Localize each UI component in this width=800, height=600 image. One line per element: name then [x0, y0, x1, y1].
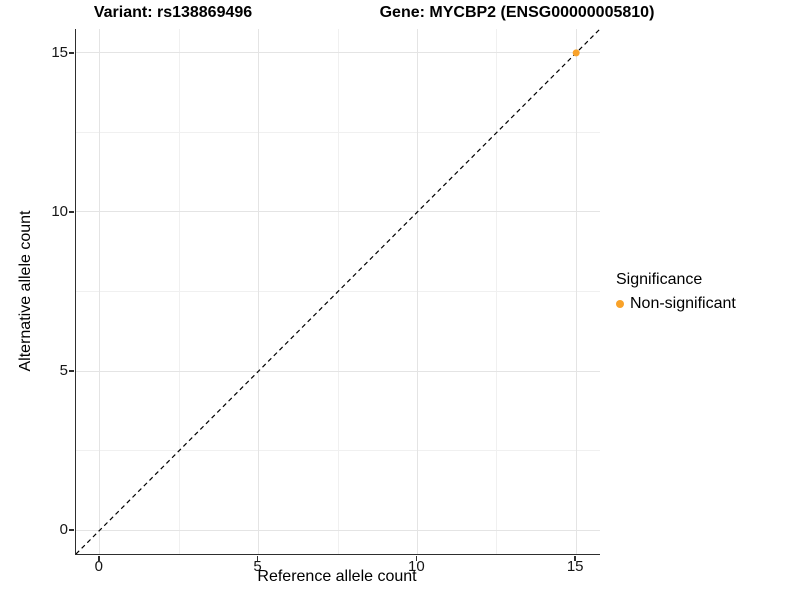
gridline-major-y	[76, 529, 600, 531]
y-tick-mark	[68, 370, 74, 372]
x-tick-label: 10	[408, 558, 425, 575]
x-axis-label: Reference allele count	[257, 568, 417, 585]
plot-title-gene: Gene: MYCBP2 (ENSG00000005810)	[379, 4, 655, 21]
y-tick-mark	[68, 211, 74, 213]
gridline-major-x	[575, 29, 577, 554]
gridline-major-x	[258, 29, 260, 554]
y-axis-label: Alternative allele count	[17, 210, 34, 372]
x-tick-mark	[256, 555, 259, 561]
legend-swatch-icon	[616, 300, 624, 308]
gridline-major-x	[99, 29, 101, 554]
x-tick-label: 5	[253, 558, 262, 575]
x-tick-mark	[574, 555, 576, 561]
data-point	[572, 49, 580, 57]
gridline-major-y	[76, 211, 600, 213]
gridline-major-y	[76, 52, 600, 54]
plot-geometry-layer	[76, 29, 600, 554]
gridline-minor-y	[76, 131, 600, 133]
y-tick-mark	[68, 52, 74, 54]
plot-title-variant: Variant: rs138869496	[93, 4, 253, 21]
legend-item-label: Non-significant	[630, 295, 736, 312]
y-tick-label: 0	[59, 521, 68, 539]
data-points-layer	[572, 49, 580, 57]
y-tick-label: 15	[51, 43, 68, 61]
legend-items: Non-significant	[616, 295, 736, 313]
x-tick-mark	[98, 555, 100, 561]
plot-panel	[75, 29, 600, 555]
x-tick-mark	[415, 555, 418, 561]
x-tick-label: 15	[566, 558, 584, 575]
y-tick-label: 10	[51, 202, 68, 220]
legend: Significance Non-significant	[616, 271, 736, 313]
y-tick-label: 5	[59, 362, 68, 380]
identity-dashed-line	[76, 29, 600, 554]
legend-title: Significance	[616, 271, 703, 288]
legend-item: Non-significant	[616, 295, 736, 313]
gridline-major-x	[416, 29, 418, 554]
y-tick-mark	[68, 529, 74, 531]
x-tick-label: 0	[94, 558, 103, 575]
gridline-major-y	[76, 370, 600, 372]
gridline-minor-y	[76, 450, 600, 452]
